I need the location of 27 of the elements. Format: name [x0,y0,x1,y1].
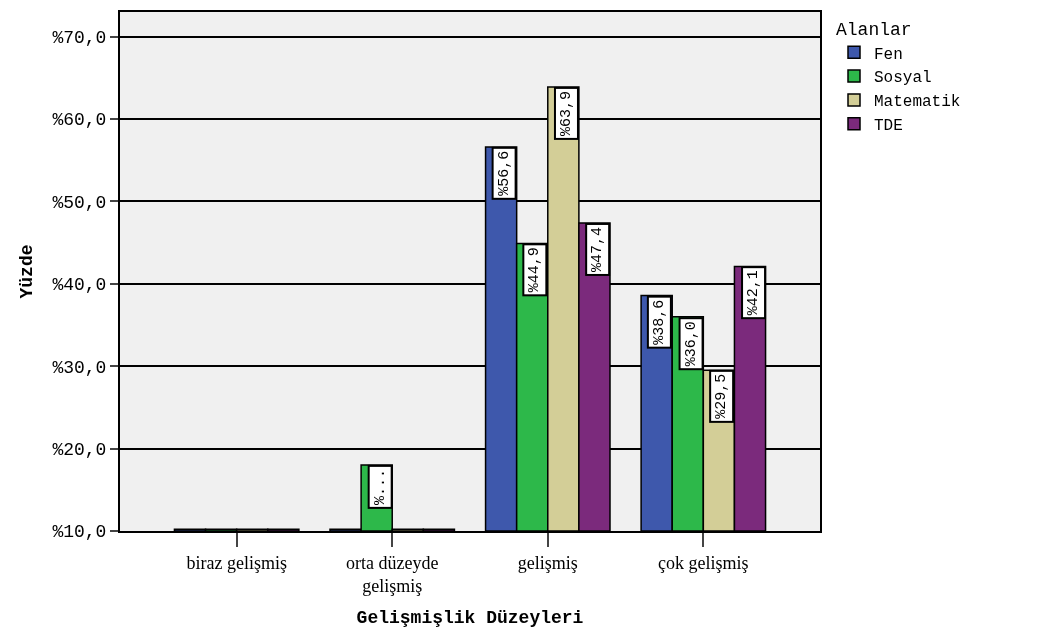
y-tick-label: %70,0 [52,28,107,49]
x-tick-label: gelişmiş [517,552,578,573]
y-tick-label: %20,0 [52,439,107,460]
legend-label: Sosyal [874,69,932,88]
data-label: %29,5 [713,373,731,419]
legend-label: Matematik [874,93,961,112]
legend-label: TDE [874,116,903,135]
y-tick-label: %30,0 [52,357,107,378]
y-tick-label: %50,0 [52,192,107,213]
data-label: %47,4 [589,226,607,272]
y-axis-title: Yüzde [17,244,38,299]
legend-label: Fen [874,45,903,64]
x-tick-label: orta düzeyde gelişmiş [345,552,439,596]
data-label: %... [371,468,389,505]
data-label: %63,9 [557,90,575,136]
legend-title: Alanlar [836,20,912,41]
data-label: %44,9 [526,247,544,293]
y-tick-label: %40,0 [52,275,107,296]
x-tick-label: biraz gelişmiş [186,552,287,573]
data-label: %38,6 [650,299,668,345]
data-label: %56,6 [495,150,513,196]
data-label: %36,0 [682,321,700,367]
data-label: %42,1 [745,270,763,316]
x-tick-label: çok gelişmiş [658,552,749,573]
y-tick-label: %10,0 [52,522,107,543]
y-tick-label: %60,0 [52,110,107,131]
x-axis-title: Gelişmişlik Düzeyleri [356,607,584,628]
